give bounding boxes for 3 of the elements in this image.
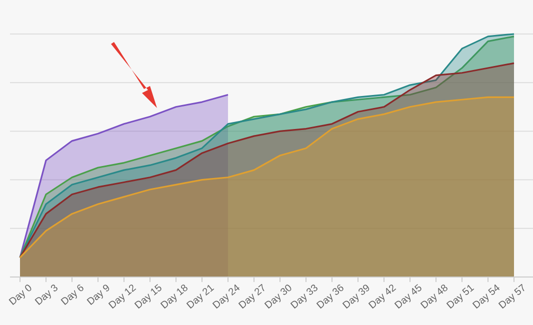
x-tick-label: Day 3 [33, 282, 61, 308]
x-tick-label: Day 6 [59, 282, 87, 308]
x-tick-label: Day 0 [7, 282, 35, 308]
